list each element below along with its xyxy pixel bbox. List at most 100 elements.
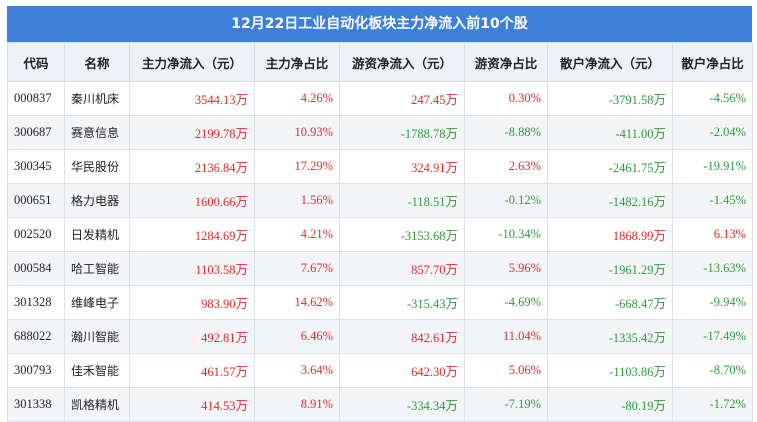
value-cell: -4.56% (672, 81, 753, 116)
name-cell: 瀚川智能 (64, 319, 130, 354)
value-cell: 6.13% (672, 217, 753, 252)
code-cell: 000651 (7, 183, 65, 218)
value-cell: -1961.29万 (547, 251, 673, 286)
value-cell: -1788.78万 (339, 115, 465, 150)
value-cell: 857.70万 (339, 251, 465, 286)
value-cell: 2136.84万 (129, 149, 255, 184)
value-cell: 1.56% (254, 183, 340, 218)
value-cell: 1284.69万 (129, 217, 255, 252)
value-cell: 247.45万 (339, 81, 465, 116)
value-cell: 1103.58万 (129, 251, 255, 286)
table-row: 301328 维峰电子 983.90万 14.62% -315.43万 -4.69% -66… (7, 285, 753, 320)
table-row: 688022 瀚川智能 492.81万 6.46% 842.61万 11.04% -1335… (7, 319, 753, 354)
value-cell: 5.96% (464, 251, 548, 286)
value-cell: 8.91% (254, 387, 340, 422)
header-row: 代码 名称 主力净流入（元） 主力净占比 游资净流入（元） 游资净占比 散户净流入（元） 散户… (7, 42, 753, 82)
value-cell: 17.29% (254, 149, 340, 184)
value-cell: -8.88% (464, 115, 548, 150)
code-cell: 002520 (7, 217, 65, 252)
value-cell: 5.06% (464, 353, 548, 388)
value-cell: -1103.86万 (547, 353, 673, 388)
value-cell: -10.34% (464, 217, 548, 252)
table-row: 300345 华民股份 2136.84万 17.29% 324.91万 2.63% -246… (7, 149, 753, 184)
value-cell: 983.90万 (129, 285, 255, 320)
name-cell: 哈工智能 (64, 251, 130, 286)
code-cell: 000837 (7, 81, 65, 116)
table-row: 000837 秦川机床 3544.13万 4.26% 247.45万 0.30% -3791… (7, 81, 753, 116)
name-cell: 华民股份 (64, 149, 130, 184)
code-cell: 688022 (7, 319, 65, 354)
column-header: 主力净占比 (254, 42, 340, 82)
code-cell: 300793 (7, 353, 65, 388)
name-cell: 秦川机床 (64, 81, 130, 116)
value-cell: -2461.75万 (547, 149, 673, 184)
column-header: 游资净流入（元） (339, 42, 465, 82)
value-cell: 4.21% (254, 217, 340, 252)
name-cell: 凯格精机 (64, 387, 130, 422)
value-cell: 461.57万 (129, 353, 255, 388)
column-header: 散户净占比 (672, 42, 753, 82)
table-row: 301338 凯格精机 414.53万 8.91% -334.34万 -7.19% -80.… (7, 387, 753, 422)
value-cell: -411.00万 (547, 115, 673, 150)
value-cell: 11.04% (464, 319, 548, 354)
value-cell: 324.91万 (339, 149, 465, 184)
value-cell: 1600.66万 (129, 183, 255, 218)
value-cell: 0.30% (464, 81, 548, 116)
value-cell: 14.62% (254, 285, 340, 320)
column-header: 代码 (7, 42, 65, 82)
value-cell: -668.47万 (547, 285, 673, 320)
name-cell: 格力电器 (64, 183, 130, 218)
value-cell: -1.72% (672, 387, 753, 422)
code-cell: 301328 (7, 285, 65, 320)
code-cell: 000584 (7, 251, 65, 286)
value-cell: 3544.13万 (129, 81, 255, 116)
value-cell: -3153.68万 (339, 217, 465, 252)
value-cell: 2.63% (464, 149, 548, 184)
name-cell: 日发精机 (64, 217, 130, 252)
value-cell: 414.53万 (129, 387, 255, 422)
value-cell: 492.81万 (129, 319, 255, 354)
data-table: 代码 名称 主力净流入（元） 主力净占比 游资净流入（元） 游资净占比 散户净流入（元） 散户… (7, 42, 753, 422)
value-cell: -8.70% (672, 353, 753, 388)
name-cell: 赛意信息 (64, 115, 130, 150)
value-cell: 1868.99万 (547, 217, 673, 252)
value-cell: -118.51万 (339, 183, 465, 218)
value-cell: -80.19万 (547, 387, 673, 422)
value-cell: 642.30万 (339, 353, 465, 388)
column-header: 名称 (64, 42, 130, 82)
table-row: 002520 日发精机 1284.69万 4.21% -3153.68万 -10.34% 1… (7, 217, 753, 252)
column-header: 游资净占比 (464, 42, 548, 82)
value-cell: 6.46% (254, 319, 340, 354)
value-cell: -4.69% (464, 285, 548, 320)
code-cell: 300345 (7, 149, 65, 184)
value-cell: 10.93% (254, 115, 340, 150)
value-cell: 2199.78万 (129, 115, 255, 150)
name-cell: 维峰电子 (64, 285, 130, 320)
value-cell: 7.67% (254, 251, 340, 286)
value-cell: 3.64% (254, 353, 340, 388)
value-cell: -17.49% (672, 319, 753, 354)
value-cell: -315.43万 (339, 285, 465, 320)
value-cell: -19.91% (672, 149, 753, 184)
value-cell: -9.94% (672, 285, 753, 320)
value-cell: -0.12% (464, 183, 548, 218)
value-cell: -13.63% (672, 251, 753, 286)
value-cell: -1335.42万 (547, 319, 673, 354)
code-cell: 301338 (7, 387, 65, 422)
code-cell: 300687 (7, 115, 65, 150)
value-cell: -1482.16万 (547, 183, 673, 218)
table-row: 000651 格力电器 1600.66万 1.56% -118.51万 -0.12% -14… (7, 183, 753, 218)
table-row: 300793 佳禾智能 461.57万 3.64% 642.30万 5.06% -1103.… (7, 353, 753, 388)
table-row: 000584 哈工智能 1103.58万 7.67% 857.70万 5.96% -1961… (7, 251, 753, 286)
table-title: 12月22日工业自动化板块主力净流入前10个股 (7, 6, 752, 42)
table-card: 12月22日工业自动化板块主力净流入前10个股 代码 名称 主力净流入（元） 主力净占… (7, 6, 753, 422)
value-cell: 4.26% (254, 81, 340, 116)
value-cell: -3791.58万 (547, 81, 673, 116)
value-cell: -1.45% (672, 183, 753, 218)
column-header: 主力净流入（元） (129, 42, 255, 82)
value-cell: -7.19% (464, 387, 548, 422)
value-cell: -334.34万 (339, 387, 465, 422)
value-cell: -2.04% (672, 115, 753, 150)
column-header: 散户净流入（元） (547, 42, 673, 82)
